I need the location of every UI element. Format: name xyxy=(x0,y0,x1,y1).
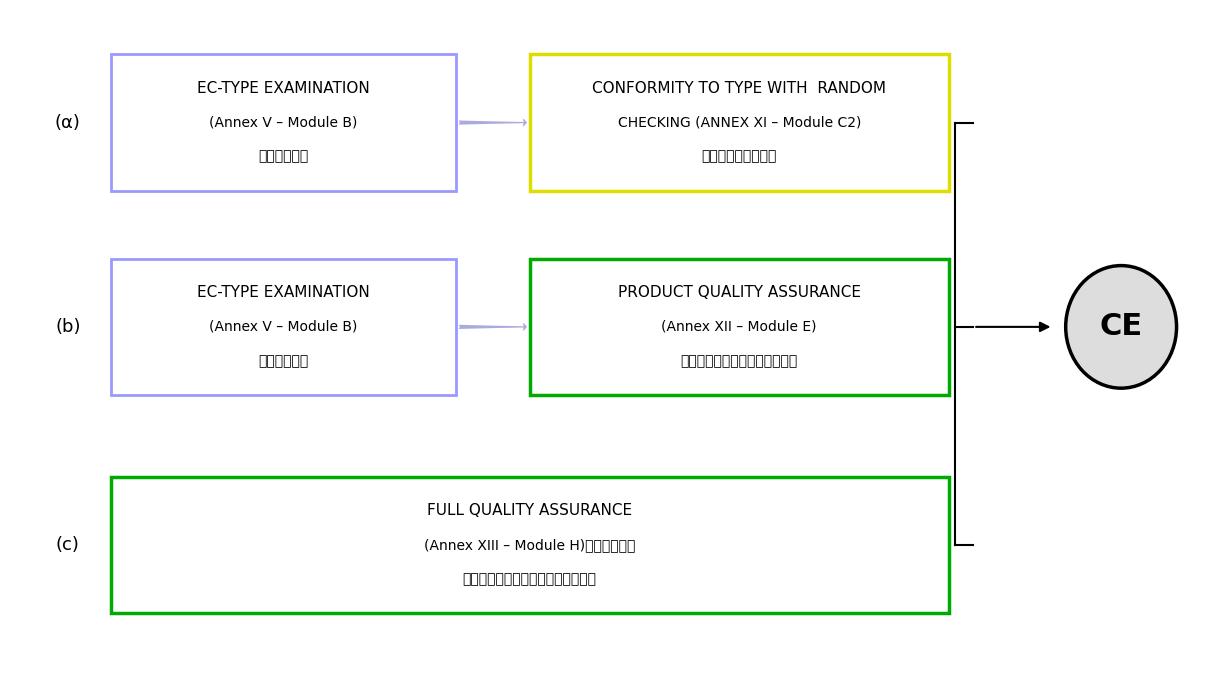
Text: CONFORMITY TO TYPE WITH  RANDOM: CONFORMITY TO TYPE WITH RANDOM xyxy=(593,81,886,96)
Text: 最终检验和试验的质量保证模式: 最终检验和试验的质量保证模式 xyxy=(680,354,798,368)
Text: (Annex V – Module B): (Annex V – Module B) xyxy=(209,116,357,129)
Text: CE: CE xyxy=(1099,313,1143,341)
Text: EC-TYPE EXAMINATION: EC-TYPE EXAMINATION xyxy=(197,81,370,96)
FancyBboxPatch shape xyxy=(530,259,949,395)
FancyBboxPatch shape xyxy=(111,477,949,613)
Text: (b): (b) xyxy=(55,318,80,336)
Text: CHECKING (ANNEX XI – Module C2): CHECKING (ANNEX XI – Module C2) xyxy=(617,116,861,129)
Text: (Annex XII – Module E): (Annex XII – Module E) xyxy=(662,320,817,334)
Text: （设计、生产、安装、服务全过程）: （设计、生产、安装、服务全过程） xyxy=(463,572,596,586)
Ellipse shape xyxy=(1066,266,1177,388)
FancyBboxPatch shape xyxy=(111,259,456,395)
Text: EC-TYPE EXAMINATION: EC-TYPE EXAMINATION xyxy=(197,285,370,300)
FancyBboxPatch shape xyxy=(111,54,456,191)
Text: 型式试验证书: 型式试验证书 xyxy=(259,354,308,368)
Text: 型式试验证书: 型式试验证书 xyxy=(259,150,308,163)
Text: FULL QUALITY ASSURANCE: FULL QUALITY ASSURANCE xyxy=(428,503,632,518)
Text: (Annex V – Module B): (Annex V – Module B) xyxy=(209,320,357,334)
FancyBboxPatch shape xyxy=(530,54,949,191)
Text: (c): (c) xyxy=(55,536,80,554)
Text: PRODUCT QUALITY ASSURANCE: PRODUCT QUALITY ASSURANCE xyxy=(617,285,861,300)
Text: (Annex XIII – Module H)全面质量控制: (Annex XIII – Module H)全面质量控制 xyxy=(424,538,636,552)
Text: (α): (α) xyxy=(54,114,81,131)
Text: 最终产品的随机抄检: 最终产品的随机抄检 xyxy=(701,150,777,163)
